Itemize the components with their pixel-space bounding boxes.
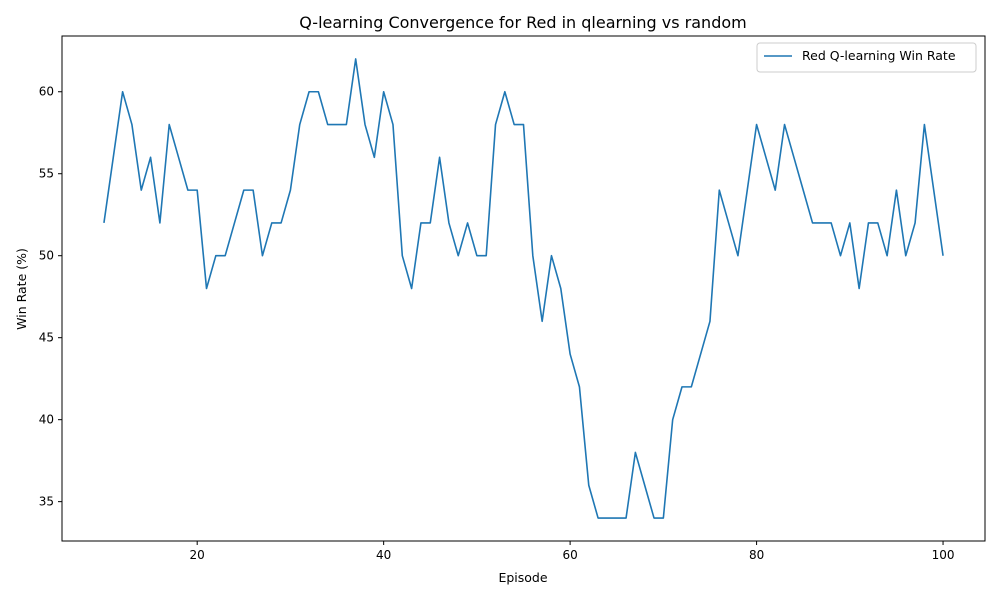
x-tick-label: 40 — [376, 548, 391, 562]
y-axis-title: Win Rate (%) — [14, 248, 29, 330]
plot-area: 20 40 60 80 100 35 40 45 50 55 60 — [39, 35, 986, 562]
x-tick-label: 80 — [749, 548, 764, 562]
y-tick-label: 35 — [39, 495, 54, 509]
plot-frame — [61, 35, 986, 542]
y-tick-label: 55 — [39, 167, 54, 181]
x-axis: 20 40 60 80 100 — [190, 541, 955, 562]
legend-label: Red Q-learning Win Rate — [802, 48, 956, 63]
y-axis: 35 40 45 50 55 60 — [39, 85, 62, 509]
series-layer — [103, 58, 944, 519]
legend-box — [756, 42, 977, 73]
series-line — [103, 58, 944, 519]
y-tick-label: 60 — [39, 85, 54, 99]
x-tick-label: 60 — [562, 548, 577, 562]
y-tick-label: 50 — [39, 249, 54, 263]
y-tick-label: 40 — [39, 413, 54, 427]
x-tick-label: 20 — [190, 548, 205, 562]
y-tick-label: 45 — [39, 331, 54, 345]
x-tick-label: 100 — [932, 548, 955, 562]
chart-title: Q-learning Convergence for Red in qlearn… — [299, 13, 746, 32]
x-axis-title: Episode — [498, 570, 547, 585]
legend: Red Q-learning Win Rate — [756, 42, 977, 73]
